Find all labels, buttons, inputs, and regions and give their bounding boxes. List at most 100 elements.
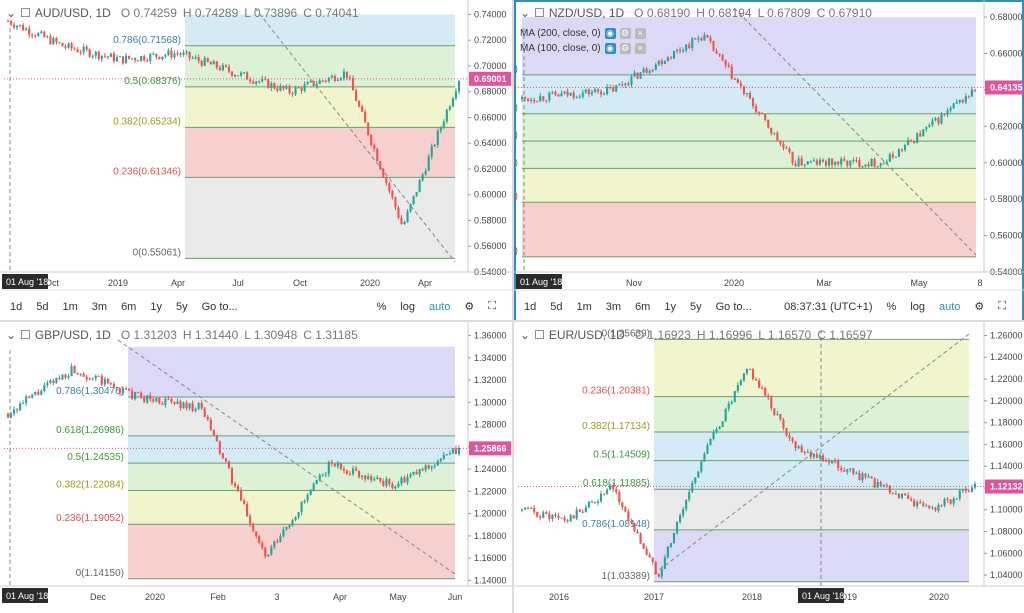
- chart-panel-gbpusd[interactable]: 0.786(1.30476) 0.618(1.26986) 0.5(1.24535)…: [0, 322, 512, 613]
- range-1y-button[interactable]: 1y: [150, 300, 162, 313]
- remove-icon[interactable]: ×: [634, 43, 646, 54]
- candle-body: [861, 473, 864, 481]
- candle-body: [761, 112, 764, 114]
- candle-body: [876, 166, 879, 168]
- collapse-chevron-icon[interactable]: ⌄: [520, 328, 531, 342]
- candle-body: [309, 80, 312, 83]
- candle-body: [818, 455, 821, 458]
- range-5y-button[interactable]: 5y: [689, 300, 702, 313]
- candle-body: [633, 522, 636, 532]
- candle-body: [548, 92, 551, 101]
- candle-body: [593, 501, 597, 503]
- candle-body: [249, 516, 252, 524]
- range-1y-button[interactable]: 1y: [664, 300, 676, 313]
- settings-icon[interactable]: ⚙: [619, 43, 631, 54]
- panel-divider-vertical[interactable]: [512, 0, 514, 613]
- candle-body: [900, 493, 904, 498]
- range-5y-button[interactable]: 5y: [175, 300, 188, 313]
- chart-panel-audusd[interactable]: 0.786(0.71568) 0.5(0.68376) 0.382(0.65234)…: [0, 0, 512, 322]
- candle-body: [209, 419, 212, 430]
- goto-button[interactable]: Go to...: [715, 300, 752, 313]
- candle-body: [764, 113, 767, 121]
- eye-icon[interactable]: ◉: [604, 43, 616, 54]
- candle-body: [297, 87, 300, 89]
- candle-body: [6, 413, 10, 418]
- range-5d-button[interactable]: 5d: [550, 300, 563, 313]
- settings-gear-icon[interactable]: ⚙: [464, 301, 475, 313]
- range-6m-button[interactable]: 6m: [121, 300, 137, 313]
- candle-body: [910, 140, 913, 142]
- candle-body: [94, 375, 97, 379]
- candle-body: [609, 86, 612, 88]
- collapse-chevron-icon[interactable]: ⌄: [6, 6, 17, 20]
- settings-icon[interactable]: ⚙: [619, 28, 631, 39]
- candle-body: [161, 56, 164, 59]
- candle-body: [243, 500, 246, 505]
- percent-toggle[interactable]: %: [886, 300, 897, 313]
- chart-svg-audusd[interactable]: 0.786(0.71568) 0.5(0.68376) 0.382(0.65234)…: [0, 0, 512, 322]
- candle-body: [931, 120, 934, 126]
- candle-body: [67, 376, 70, 378]
- goto-button[interactable]: Go to...: [201, 300, 238, 313]
- auto-toggle[interactable]: auto: [429, 300, 451, 313]
- auto-toggle[interactable]: auto: [939, 300, 961, 313]
- range-3m-button[interactable]: 3m: [91, 300, 108, 313]
- x-tick-label: Oct: [45, 278, 60, 288]
- candle-body: [246, 72, 249, 80]
- candle-body: [560, 93, 563, 97]
- range-1d-button[interactable]: 1d: [10, 300, 23, 313]
- fib-label: 0.618(0.62692): [514, 103, 518, 114]
- fullscreen-icon[interactable]: ⛶: [488, 300, 496, 312]
- candle-body: [603, 94, 606, 96]
- candle-body: [134, 392, 137, 399]
- hide-square-icon[interactable]: ☐: [20, 328, 31, 342]
- candle-body: [767, 395, 770, 398]
- range-1d-button[interactable]: 1d: [524, 300, 537, 313]
- range-1m-button[interactable]: 1m: [62, 300, 78, 313]
- y-tick-label: 1.14000: [474, 575, 507, 585]
- candle-body: [397, 207, 400, 218]
- chart-svg-eurusd[interactable]: 0(1.25639) 0.236(1.20381) 0.382(1.17134) 0.…: [514, 322, 1024, 613]
- candle-body: [124, 55, 128, 64]
- hide-square-icon[interactable]: ☐: [534, 6, 545, 20]
- range-5d-button[interactable]: 5d: [36, 300, 49, 313]
- y-tick-label: 0.62000: [474, 164, 507, 174]
- range-3m-button[interactable]: 3m: [605, 300, 622, 313]
- chart-svg-gbpusd[interactable]: 0.786(1.30476) 0.618(1.26986) 0.5(1.24535)…: [0, 322, 512, 613]
- collapse-chevron-icon[interactable]: ⌄: [520, 6, 531, 20]
- candle-body: [288, 86, 291, 94]
- panel-divider-horizontal[interactable]: [0, 320, 1024, 322]
- y-tick-label: 1.32000: [474, 375, 507, 385]
- range-1m-button[interactable]: 1m: [576, 300, 592, 313]
- fib-label: 0.618(1.26986): [56, 425, 124, 436]
- candle-body: [100, 376, 103, 385]
- candle-body: [327, 461, 330, 475]
- chart-svg-nzdusd[interactable]: 0.786(0.64830) 0.618(0.62692) 0.5(0.61191)…: [514, 0, 1024, 322]
- candle-body: [439, 458, 442, 462]
- fullscreen-icon[interactable]: ⛶: [998, 300, 1006, 312]
- percent-toggle[interactable]: %: [376, 300, 387, 313]
- remove-icon[interactable]: ×: [634, 28, 646, 39]
- candle-body: [336, 463, 339, 467]
- hide-square-icon[interactable]: ☐: [534, 328, 545, 342]
- fib-zone: [185, 86, 455, 128]
- candle-body: [824, 460, 828, 462]
- candle-body: [721, 421, 724, 427]
- candle-body: [821, 455, 825, 461]
- candle-body: [937, 505, 940, 511]
- collapse-chevron-icon[interactable]: ⌄: [6, 328, 17, 342]
- fib-label: 0(0.54828): [514, 246, 518, 257]
- fib-zone: [128, 435, 455, 464]
- settings-gear-icon[interactable]: ⚙: [974, 301, 985, 313]
- candle-body: [64, 46, 67, 48]
- chart-panel-eurusd[interactable]: 0(1.25639) 0.236(1.20381) 0.382(1.17134) 0.…: [514, 322, 1024, 613]
- eye-icon[interactable]: ◉: [604, 28, 616, 39]
- range-6m-button[interactable]: 6m: [635, 300, 651, 313]
- log-toggle[interactable]: log: [910, 300, 925, 313]
- log-toggle[interactable]: log: [400, 300, 415, 313]
- candle-body: [840, 468, 843, 471]
- candle-body: [391, 190, 394, 198]
- candle-body: [818, 159, 821, 165]
- chart-panel-nzdusd[interactable]: 0.786(0.64830) 0.618(0.62692) 0.5(0.61191)…: [514, 0, 1024, 322]
- hide-square-icon[interactable]: ☐: [20, 6, 31, 20]
